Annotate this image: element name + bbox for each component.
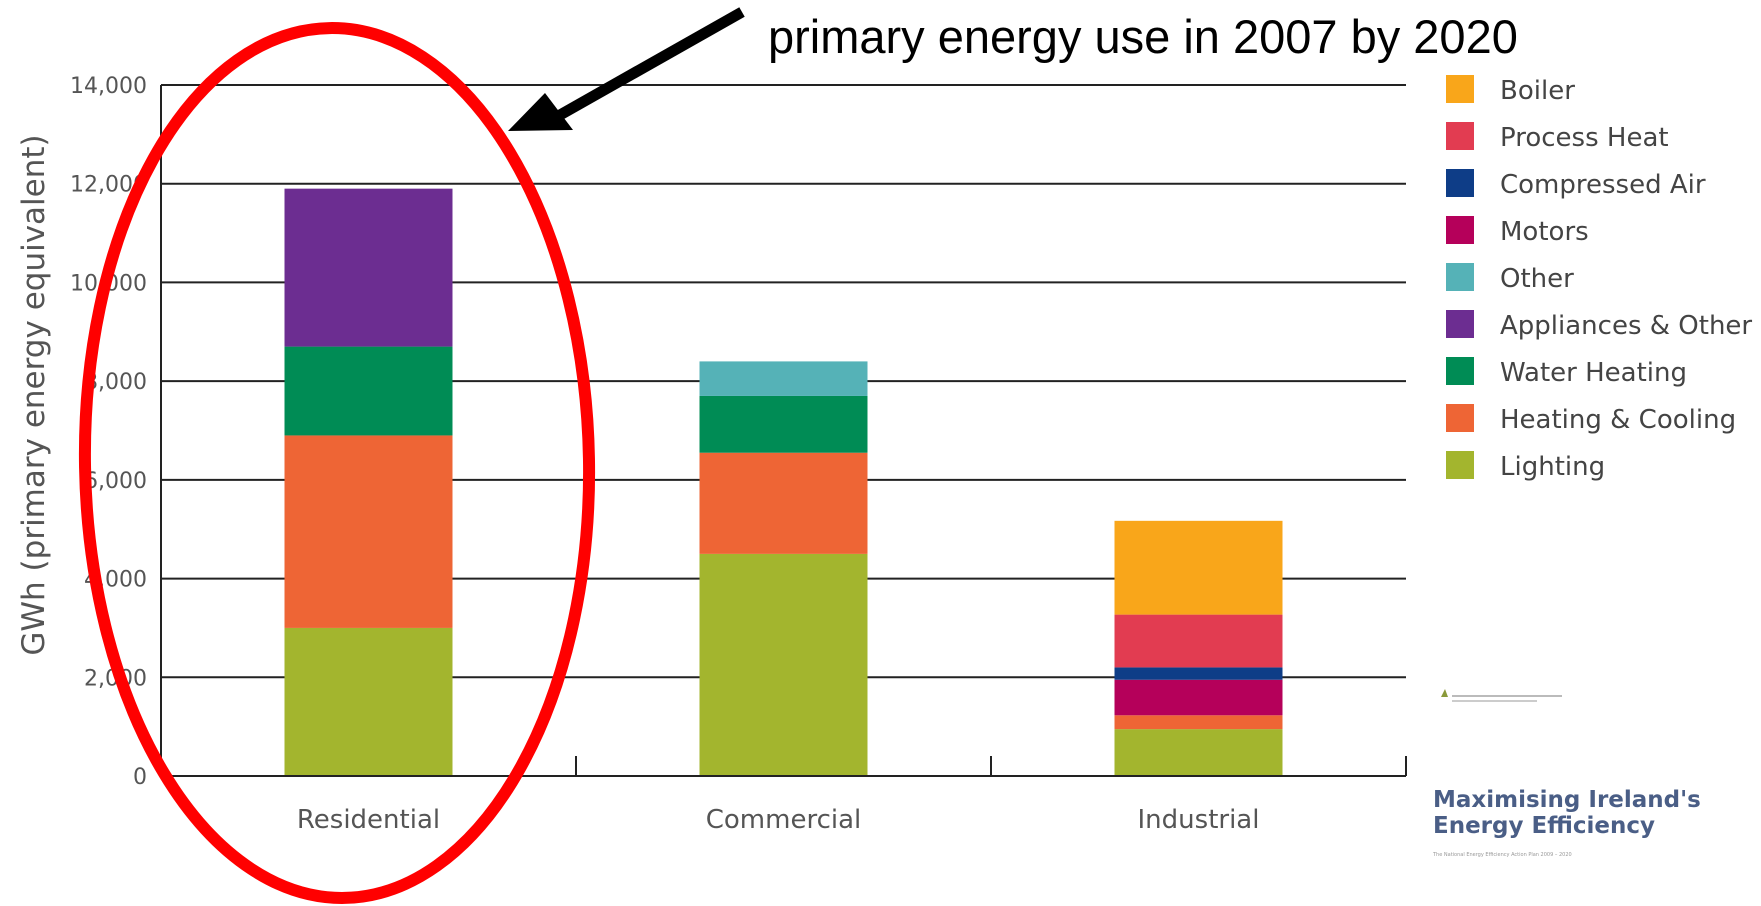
legend-item: Heating & Cooling: [1446, 404, 1736, 435]
bar-segment: [1114, 614, 1283, 668]
logo-text-line: [1452, 695, 1562, 697]
legend-item: Water Heating: [1446, 357, 1687, 388]
legend-item: Other: [1446, 263, 1574, 294]
harp-emblem: [1441, 689, 1448, 697]
legend-label: Water Heating: [1500, 358, 1687, 388]
legend-swatch: [1446, 404, 1474, 432]
x-tick-label: Commercial: [706, 805, 862, 835]
legend-label: Boiler: [1500, 76, 1575, 106]
legend: Boiler Process Heat Compressed Air Motors Ot…: [1446, 75, 1752, 482]
legend-swatch: [1446, 169, 1474, 197]
annotation-arrow: [508, 7, 745, 131]
x-tick-label: Industrial: [1138, 805, 1260, 835]
legend-item: Compressed Air: [1446, 169, 1706, 200]
y-tick-label: 0: [133, 765, 147, 790]
bar-segment: [284, 435, 453, 628]
legend-item: Appliances & Other: [1446, 310, 1752, 341]
legend-swatch: [1446, 263, 1474, 291]
legend-item: Lighting: [1446, 451, 1605, 482]
legend-item: Motors: [1446, 216, 1589, 247]
legend-label: Appliances & Other: [1500, 311, 1752, 341]
bar-segment: [1114, 729, 1283, 776]
x-tick-label: Residential: [297, 805, 440, 835]
y-axis-label: GWh (primary energy equivalent): [16, 134, 52, 655]
bar-segment: [284, 188, 453, 347]
legend-swatch: [1446, 216, 1474, 244]
bar-segment: [699, 395, 868, 453]
legend-label: Motors: [1500, 217, 1589, 247]
bar-segment: [284, 627, 453, 776]
legend-label: Lighting: [1500, 452, 1605, 482]
legend-label: Compressed Air: [1500, 170, 1706, 200]
bars: [284, 188, 1283, 776]
y-tick-label: 6,000: [84, 469, 147, 494]
bar-segment: [1114, 520, 1283, 615]
bar-segment: [1114, 667, 1283, 680]
legend-label: Process Heat: [1500, 123, 1669, 153]
y-tick-label: 14,000: [70, 74, 147, 99]
bar-segment: [699, 553, 868, 776]
legend-item: Process Heat: [1446, 122, 1669, 153]
annotation-text: primary energy use in 2007 by 2020: [768, 10, 1518, 63]
legend-swatch: [1446, 357, 1474, 385]
legend-swatch: [1446, 451, 1474, 479]
legend-label: Other: [1500, 264, 1574, 294]
legend-swatch: [1446, 310, 1474, 338]
bar-segment: [1114, 679, 1283, 716]
legend-item: Boiler: [1446, 75, 1575, 106]
residential-highlight-ellipse: [78, 22, 596, 904]
brand-logo: Maximising Ireland's Energy Efficiency T…: [1432, 689, 1701, 858]
legend-swatch: [1446, 122, 1474, 150]
brand-title-line2: Energy Efficiency: [1433, 813, 1655, 839]
brand-tagline: The National Energy Efficiency Action Pl…: [1432, 852, 1572, 858]
bar-segment: [699, 452, 868, 554]
bar-segment: [699, 361, 868, 396]
logo-text-line: [1452, 700, 1537, 702]
bar-segment: [1114, 715, 1283, 730]
legend-label: Heating & Cooling: [1500, 405, 1736, 435]
legend-swatch: [1446, 75, 1474, 103]
brand-title-line1: Maximising Ireland's: [1433, 787, 1701, 813]
bar-segment: [284, 346, 453, 436]
